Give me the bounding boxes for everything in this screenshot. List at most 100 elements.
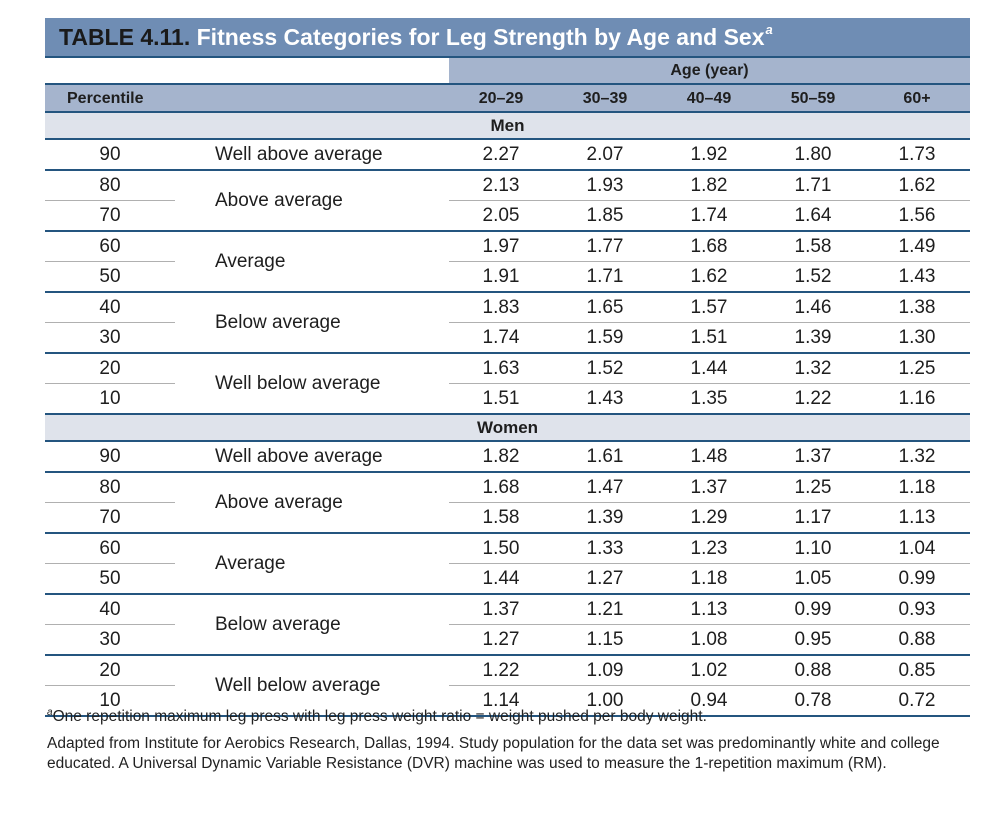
value-cell: 1.14 [482, 689, 520, 711]
table-row: 1.97 1.77 1.68 1.58 1.49 [449, 232, 970, 262]
percentile-cell: 20 [45, 656, 175, 686]
age-group-header: 50–59 [790, 90, 836, 107]
percentile-cell: 30 [99, 326, 121, 348]
percentile-cell: 50 [99, 567, 121, 589]
percentile-cell: 40 [45, 595, 175, 625]
value-cell: 1.74 [690, 204, 728, 226]
value-cell: 1.57 [690, 296, 728, 318]
value-cell: 1.39 [794, 326, 832, 348]
value-cell: 1.62 [898, 174, 936, 196]
category-group: 90 Well above average 2.27 2.07 1.92 1.80 1.73 [45, 140, 970, 171]
value-cell: 1.13 [690, 598, 728, 620]
value-cell: 1.73 [898, 143, 936, 165]
value-cell: 1.82 [482, 445, 520, 467]
value-cell: 1.16 [898, 387, 936, 409]
value-cell: 1.44 [482, 567, 520, 589]
value-cell: 1.37 [482, 598, 520, 620]
value-cell: 0.88 [794, 659, 832, 681]
value-cell: 0.72 [898, 689, 936, 711]
value-cell: 0.95 [794, 628, 832, 650]
category-label: Below average [215, 311, 341, 333]
value-cell: 1.77 [586, 235, 624, 257]
table-row: 1.91 1.71 1.62 1.52 1.43 [449, 262, 970, 291]
value-cell: 2.07 [586, 143, 624, 165]
value-cell: 2.13 [482, 174, 520, 196]
percentile-cell: 40 [45, 293, 175, 323]
percentile-header: Percentile [67, 90, 144, 107]
value-cell: 1.92 [690, 143, 728, 165]
value-cell: 1.93 [586, 174, 624, 196]
percentile-cell: 90 [99, 143, 121, 165]
value-cell: 1.13 [898, 506, 936, 528]
percentile-cell: 70 [99, 204, 121, 226]
table-title: Fitness Categories for Leg Strength by A… [196, 23, 765, 50]
value-cell: 1.33 [586, 537, 624, 559]
footnote: aOne repetition maximum leg press with l… [47, 707, 970, 726]
category-group: 20 10 Well below average 1.22 1.09 1.02 0.88 0.… [45, 656, 970, 717]
value-cell: 1.59 [586, 326, 624, 348]
percentile-cell: 30 [99, 628, 121, 650]
value-cell: 1.18 [690, 567, 728, 589]
table-row: 2.13 1.93 1.82 1.71 1.62 [449, 171, 970, 201]
table-row: 1.37 1.21 1.13 0.99 0.93 [449, 595, 970, 625]
category-label: Average [215, 250, 286, 272]
value-cell: 1.49 [898, 235, 936, 257]
value-cell: 1.43 [586, 387, 624, 409]
title-footnote-marker: a [765, 21, 773, 37]
category-label: Average [215, 552, 286, 574]
value-cell: 1.38 [898, 296, 936, 318]
value-cell: 1.74 [482, 326, 520, 348]
value-cell: 0.88 [898, 628, 936, 650]
category-group: 60 50 Average 1.50 1.33 1.23 1.10 1.04 1.44 1.27 1… [45, 534, 970, 595]
table-row: 2.27 2.07 1.92 1.80 1.73 [449, 140, 970, 169]
percentile-cell: 20 [45, 354, 175, 384]
age-header: Age (year) [449, 58, 970, 83]
value-cell: 0.94 [690, 689, 728, 711]
table-row: 1.68 1.47 1.37 1.25 1.18 [449, 473, 970, 503]
table-row: 1.82 1.61 1.48 1.37 1.32 [449, 442, 970, 471]
footnote-text: One repetition maximum leg press with le… [52, 708, 707, 726]
value-cell: 2.05 [482, 204, 520, 226]
value-cell: 1.85 [586, 204, 624, 226]
value-cell: 1.10 [794, 537, 832, 559]
table-notes: aOne repetition maximum leg press with l… [45, 707, 970, 774]
category-label: Well below average [215, 674, 381, 696]
table-row: 1.58 1.39 1.29 1.17 1.13 [449, 503, 970, 532]
table-row: 1.27 1.15 1.08 0.95 0.88 [449, 625, 970, 654]
category-label: Well above average [215, 143, 383, 165]
footnote-marker: a [47, 707, 53, 718]
value-cell: 1.22 [794, 387, 832, 409]
value-cell: 1.52 [794, 265, 832, 287]
value-cell: 0.85 [898, 659, 936, 681]
section-header: Women [45, 415, 970, 442]
value-cell: 1.39 [586, 506, 624, 528]
age-group-header: 20–29 [478, 90, 524, 107]
value-cell: 1.83 [482, 296, 520, 318]
category-label: Above average [215, 189, 343, 211]
value-cell: 1.37 [794, 445, 832, 467]
percentile-cell: 90 [99, 445, 121, 467]
table-row: 1.74 1.59 1.51 1.39 1.30 [449, 323, 970, 352]
table-row: 1.50 1.33 1.23 1.10 1.04 [449, 534, 970, 564]
value-cell: 1.00 [586, 689, 624, 711]
value-cell: 1.82 [690, 174, 728, 196]
value-cell: 1.30 [898, 326, 936, 348]
table-row: 1.63 1.52 1.44 1.32 1.25 [449, 354, 970, 384]
value-cell: 1.27 [482, 628, 520, 650]
value-cell: 1.25 [794, 476, 832, 498]
table-row: 1.51 1.43 1.35 1.22 1.16 [449, 384, 970, 413]
value-cell: 1.21 [586, 598, 624, 620]
value-cell: 0.99 [898, 567, 936, 589]
value-cell: 0.93 [898, 598, 936, 620]
value-cell: 1.18 [898, 476, 936, 498]
value-cell: 1.58 [794, 235, 832, 257]
value-cell: 1.71 [586, 265, 624, 287]
value-cell: 1.51 [482, 387, 520, 409]
value-cell: 1.04 [898, 537, 936, 559]
percentile-cell: 80 [45, 473, 175, 503]
percentile-cell: 70 [99, 506, 121, 528]
value-cell: 1.35 [690, 387, 728, 409]
value-cell: 1.37 [690, 476, 728, 498]
age-header-row: Age (year) [45, 58, 970, 85]
value-cell: 1.22 [482, 659, 520, 681]
